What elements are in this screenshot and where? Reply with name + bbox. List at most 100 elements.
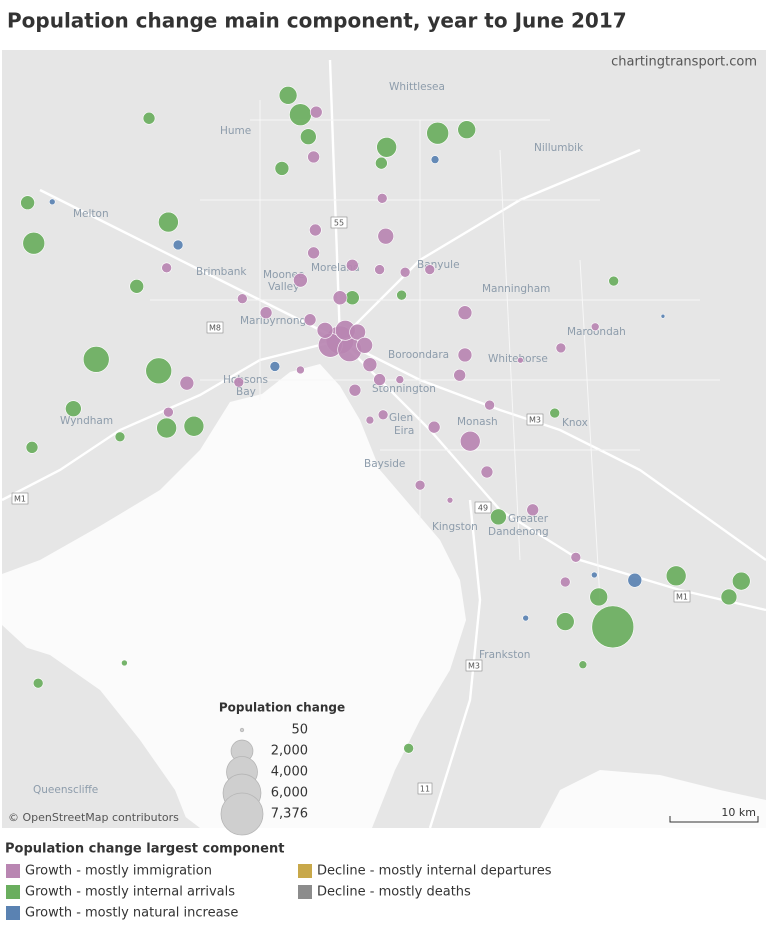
scale-bar xyxy=(669,816,759,823)
bubble xyxy=(453,368,466,382)
bubble xyxy=(559,576,571,588)
place-label: Dandenong xyxy=(488,526,549,538)
bubble xyxy=(345,290,360,306)
road-shields: M1 M8 55 M3 49 M1 M3 11 xyxy=(11,216,691,795)
bubble xyxy=(346,258,359,272)
bubble xyxy=(720,588,738,606)
bubble xyxy=(307,150,320,164)
place-label: Brimbank xyxy=(196,266,247,278)
bubble xyxy=(161,262,172,274)
legend-swatch xyxy=(298,864,312,878)
bubble xyxy=(591,605,635,649)
size-legend-label: 4,000 xyxy=(271,765,308,780)
road-label: 55 xyxy=(334,219,344,228)
place-label: Greater xyxy=(508,513,549,525)
bubble xyxy=(590,322,600,332)
bubble xyxy=(156,417,177,439)
bubble xyxy=(233,376,245,388)
size-legend-title: Population change xyxy=(219,701,345,715)
place-label: Bay xyxy=(236,386,256,398)
bubble xyxy=(349,323,366,341)
bubble xyxy=(589,587,609,607)
map: Whittlesea Hume Nillumbik Melton Brimban… xyxy=(1,50,767,836)
place-labels: Whittlesea Hume Nillumbik Melton Brimban… xyxy=(33,81,626,796)
size-legend-circle xyxy=(239,727,245,733)
bubble xyxy=(278,86,298,105)
place-label: Manningham xyxy=(482,283,550,295)
place-label: Whittlesea xyxy=(389,81,445,93)
bubble xyxy=(526,503,540,517)
roads xyxy=(1,59,767,829)
bubble xyxy=(578,660,588,670)
legend-swatch xyxy=(298,885,312,899)
bubble xyxy=(114,431,126,443)
place-label: Stonnington xyxy=(372,383,436,395)
place-label: Valley xyxy=(268,281,299,293)
bubble xyxy=(269,361,281,372)
place-label: Melton xyxy=(73,208,109,220)
place-label: Eira xyxy=(394,425,414,437)
bubble xyxy=(179,375,195,391)
place-label: Hume xyxy=(220,125,251,137)
road-shield xyxy=(11,492,29,505)
bubble xyxy=(446,496,454,504)
bubble xyxy=(555,612,575,631)
place-label: Frankston xyxy=(479,649,530,661)
bubble xyxy=(426,121,449,145)
western-port xyxy=(540,770,766,828)
bubble xyxy=(82,346,110,373)
legend-label: Growth - mostly natural increase xyxy=(25,906,238,921)
road-label: 49 xyxy=(478,504,488,513)
place-label: Glen xyxy=(389,412,413,424)
road-label: M3 xyxy=(468,662,480,671)
bubble xyxy=(356,336,373,354)
bubble xyxy=(549,407,561,419)
size-legend-label: 50 xyxy=(291,723,308,738)
bubble xyxy=(459,430,481,452)
bubble xyxy=(158,211,179,233)
place-label: Kingston xyxy=(432,521,478,533)
road-label: M1 xyxy=(676,593,688,602)
bubble xyxy=(591,571,598,579)
road xyxy=(39,188,341,342)
road-label: M1 xyxy=(14,495,26,504)
bubble xyxy=(457,305,473,321)
bubble xyxy=(300,128,317,146)
size-legend-label: 2,000 xyxy=(271,744,308,759)
bubble xyxy=(517,356,524,364)
bubble xyxy=(309,105,323,119)
bubble xyxy=(129,279,145,294)
bubble xyxy=(480,465,494,479)
legend-swatch xyxy=(6,906,20,920)
credit: chartingtransport.com xyxy=(611,55,757,70)
legend-swatch xyxy=(6,864,20,878)
place-label: Banyule xyxy=(417,259,460,271)
road-shield xyxy=(206,321,224,334)
bubble xyxy=(22,231,46,255)
road-shield xyxy=(474,501,492,514)
bubble xyxy=(430,155,440,164)
bubble xyxy=(490,508,507,526)
legend-label: Decline - mostly deaths xyxy=(317,885,471,900)
bubble xyxy=(374,264,385,275)
color-legend: Growth - mostly immigration Growth - most… xyxy=(6,864,552,921)
bubble xyxy=(457,120,477,139)
place-label: Hobsons xyxy=(223,374,268,386)
bubble xyxy=(373,373,386,386)
bubble xyxy=(570,552,582,563)
road xyxy=(428,499,482,829)
bubble xyxy=(522,614,529,622)
bubble xyxy=(457,347,473,363)
bubble xyxy=(399,266,411,278)
bubble xyxy=(608,275,619,287)
bubble xyxy=(65,400,82,417)
bubble xyxy=(396,289,407,301)
bubble xyxy=(25,441,39,454)
road-label: M8 xyxy=(209,324,221,333)
place-label: Monash xyxy=(457,416,498,428)
road xyxy=(259,100,601,601)
bubble xyxy=(362,357,378,372)
size-legend-circle xyxy=(220,792,264,836)
bubble xyxy=(293,272,308,288)
